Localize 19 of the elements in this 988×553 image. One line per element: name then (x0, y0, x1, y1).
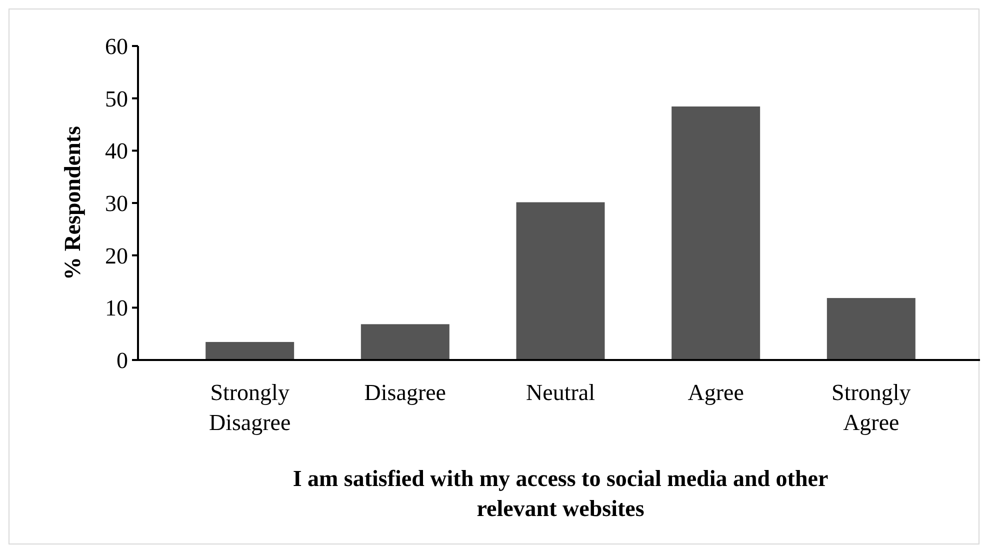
y-tick-label: 20 (105, 243, 128, 268)
x-tick-label: Neutral (526, 380, 595, 405)
y-tick-label: 10 (105, 296, 128, 321)
y-tick-label: 40 (105, 138, 128, 164)
x-tick-label: Agree (688, 380, 744, 405)
bar (826, 298, 916, 361)
bar (672, 106, 760, 361)
x-tick-label: Strongly Agree (832, 380, 912, 435)
y-tick-label: 30 (105, 191, 128, 216)
y-axis-title: % Respondents (60, 126, 85, 280)
bar (516, 202, 605, 361)
bar (206, 342, 294, 361)
x-tick-label: Strongly Disagree (208, 380, 291, 435)
y-tick-label: 60 (105, 34, 128, 60)
x-axis-title: I am satisfied with my access to social media and other relevant websites (292, 466, 828, 521)
bar (360, 324, 450, 361)
x-tick-label: Disagree (364, 380, 446, 405)
y-tick-label: 50 (105, 86, 128, 112)
y-tick-label: 0 (116, 348, 128, 374)
